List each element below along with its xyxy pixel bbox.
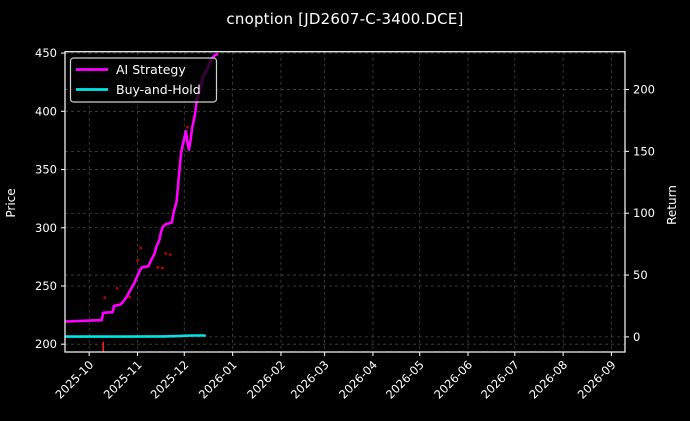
chart-title: cnoption [JD2607-C-3400.DCE] — [226, 10, 464, 28]
y-right-axis-label: Return — [665, 185, 679, 225]
axes-spines — [64, 51, 626, 353]
y-right-tick-label: 150 — [633, 144, 655, 158]
x-tick-label: 2026-09 — [575, 358, 619, 402]
tick-marks — [61, 52, 629, 356]
x-tick-label: 2026-03 — [288, 358, 332, 402]
y-left-axis-label: Price — [4, 188, 18, 217]
y-right-tick-label: 100 — [633, 206, 655, 220]
y-left-tick-label: 350 — [35, 163, 57, 177]
x-tick-label: 2025-12 — [148, 358, 192, 402]
signal-dot — [161, 266, 164, 270]
y-left-tick-label: 400 — [35, 104, 57, 118]
signal-dot — [136, 259, 139, 262]
plot-border — [64, 51, 626, 353]
signal-dot — [156, 266, 159, 269]
signal-dot — [164, 252, 167, 255]
y-left-tick-label: 250 — [35, 279, 57, 293]
x-tick-label: 2026-06 — [431, 358, 475, 402]
y-left-tick-label: 450 — [35, 46, 57, 60]
y-left-tick-label: 200 — [35, 337, 57, 351]
signal-dot — [128, 295, 131, 299]
x-tick-label: 2026-08 — [526, 358, 570, 402]
x-tick-label: 2026-05 — [383, 358, 427, 402]
y-right-tick-label: 200 — [633, 83, 655, 97]
legend-label-ai_strategy: AI Strategy — [116, 62, 186, 77]
y-left-tick-label: 300 — [35, 221, 57, 235]
legend: AI Strategy Buy-and-Hold — [69, 57, 218, 103]
x-tick-label: 2026-07 — [478, 358, 522, 402]
x-tick-label: 2026-02 — [244, 358, 288, 402]
trade-signal-dots — [103, 125, 189, 299]
x-tick-label: 2026-01 — [196, 358, 240, 402]
y-right-tick-label: 0 — [633, 330, 640, 344]
signal-dot — [103, 296, 106, 299]
signal-dot — [139, 246, 142, 250]
signal-dot — [186, 125, 189, 129]
buy-and-hold-line — [64, 334, 206, 338]
legend-label-buy_and_hold: Buy-and-Hold — [116, 82, 201, 97]
y-right-tick-label: 50 — [633, 268, 648, 282]
signal-dot — [169, 253, 172, 256]
signal-dot — [116, 287, 119, 290]
x-tick-label: 2025-10 — [52, 358, 96, 402]
x-tick-label: 2025-11 — [101, 358, 145, 402]
x-tick-label: 2026-04 — [336, 358, 380, 402]
ai-strategy-line — [64, 52, 219, 323]
